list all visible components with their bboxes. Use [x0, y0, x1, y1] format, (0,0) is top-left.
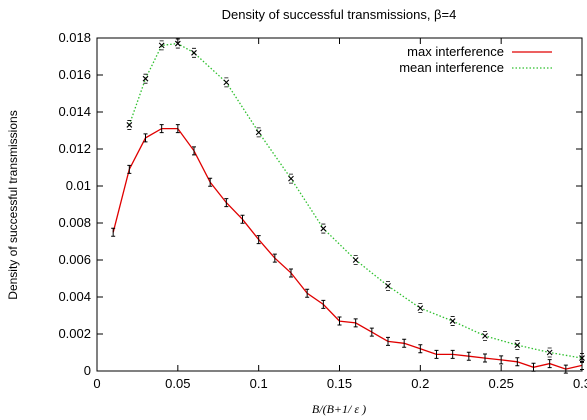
data-point — [288, 175, 294, 182]
x-tick-label: 0.05 — [165, 376, 190, 391]
x-tick-label: 0.1 — [250, 376, 268, 391]
error-bar — [143, 73, 148, 84]
data-point — [320, 225, 327, 232]
x-tick-label: 0.3 — [573, 376, 587, 391]
x-tick-label: 0.15 — [327, 376, 352, 391]
error-bar — [353, 255, 358, 265]
data-point — [111, 227, 116, 237]
y-tick-label: 0.008 — [58, 215, 91, 230]
data-point — [224, 198, 229, 208]
series-1 — [126, 38, 585, 363]
axis-ticks: 0 0.05 0.1 0.15 0.2 0.25 0.3 0 0.002 0.004 0.006 0.… — [58, 30, 587, 391]
error-bar — [483, 330, 487, 341]
data-point — [546, 349, 553, 356]
data-point — [175, 124, 180, 134]
y-tick-label: 0.006 — [58, 252, 91, 267]
data-point — [514, 342, 521, 348]
data-point — [272, 253, 277, 263]
data-point — [515, 357, 520, 367]
data-point — [531, 362, 536, 372]
error-bar — [224, 77, 229, 88]
data-point — [143, 133, 148, 143]
data-point — [337, 316, 342, 326]
error-bar — [289, 173, 293, 184]
series-0 — [111, 124, 584, 374]
data-point — [385, 283, 391, 289]
y-axis-label: Density of successful transmissions — [6, 110, 20, 299]
data-point — [449, 318, 456, 324]
data-point — [579, 355, 585, 361]
data-point — [466, 351, 471, 361]
y-tick-label: 0.012 — [58, 141, 91, 156]
data-point — [223, 79, 230, 86]
series-line — [112, 127, 583, 370]
chart-title: Density of successful transmissions, β=4 — [222, 7, 457, 22]
data-point — [208, 177, 213, 187]
x-axis-label: B/(B+1/ ε ) — [312, 402, 366, 416]
series-layer — [111, 38, 585, 374]
y-tick-label: 0.018 — [58, 30, 91, 45]
error-bar — [580, 353, 584, 363]
error-bar — [159, 40, 164, 51]
y-tick-label: 0.002 — [58, 326, 91, 341]
error-bar — [256, 127, 261, 138]
data-point — [386, 336, 390, 346]
data-point — [321, 299, 326, 309]
error-bar — [386, 281, 390, 291]
data-point — [192, 146, 196, 156]
data-point — [353, 318, 358, 328]
data-point — [240, 214, 245, 224]
data-point — [450, 349, 455, 359]
data-point — [563, 364, 568, 374]
y-tick-label: 0 — [84, 363, 91, 378]
y-tick-label: 0.01 — [66, 178, 91, 193]
x-tick-label: 0.25 — [489, 376, 514, 391]
legend-label: mean interference — [399, 60, 504, 75]
data-point — [482, 332, 488, 339]
data-point — [305, 288, 310, 298]
data-point — [418, 344, 423, 354]
data-point — [126, 122, 133, 128]
data-point — [434, 349, 439, 359]
error-bar — [192, 47, 196, 58]
series-line — [128, 42, 583, 359]
data-point — [174, 40, 181, 47]
error-bar — [515, 340, 520, 350]
legend-label: max interference — [407, 44, 504, 59]
data-point — [369, 327, 374, 337]
data-point — [256, 235, 261, 245]
error-bar — [127, 120, 132, 130]
y-tick-label: 0.014 — [58, 104, 91, 119]
data-point — [417, 305, 424, 311]
data-point — [159, 124, 164, 134]
data-point — [191, 49, 197, 56]
error-bar — [450, 316, 455, 326]
data-point — [127, 164, 132, 174]
data-point — [499, 355, 504, 365]
data-point — [483, 353, 487, 363]
data-point — [289, 268, 293, 278]
data-point — [402, 338, 407, 348]
data-point — [547, 359, 552, 369]
data-point — [158, 42, 165, 49]
error-bar — [321, 223, 326, 234]
error-bar — [547, 347, 552, 358]
x-tick-label: 0 — [93, 376, 100, 391]
data-point — [352, 257, 359, 263]
error-bar — [175, 38, 180, 49]
data-point — [255, 129, 262, 136]
data-point — [142, 75, 149, 82]
y-tick-label: 0.004 — [58, 289, 91, 304]
x-tick-label: 0.2 — [411, 376, 429, 391]
error-bar — [418, 303, 423, 313]
y-tick-label: 0.016 — [58, 67, 91, 82]
